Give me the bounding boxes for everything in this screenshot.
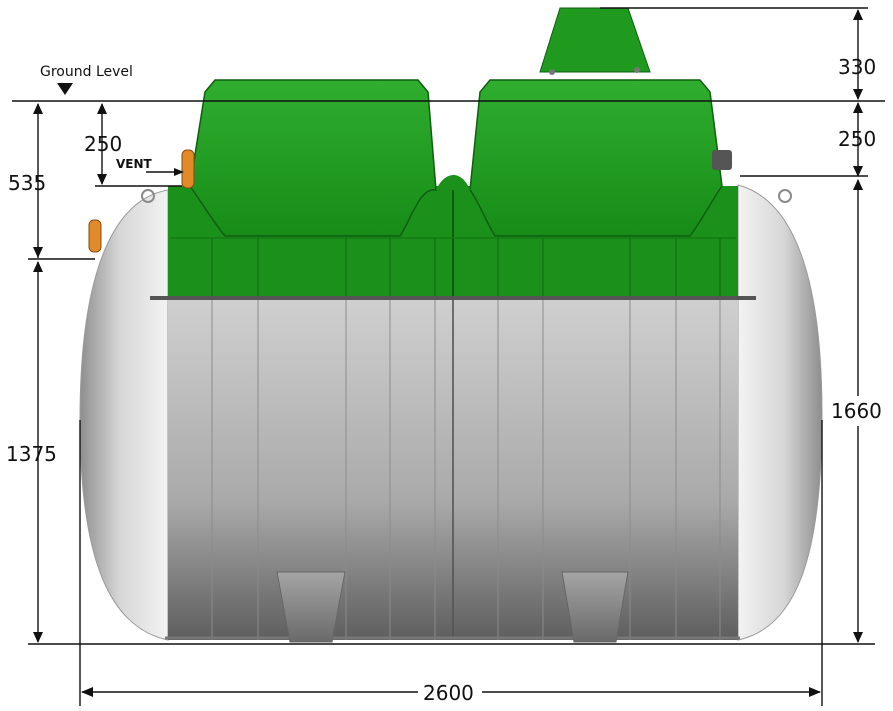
dim-250-left-arrow-bottom bbox=[97, 174, 107, 185]
dim-2600-arrow-right bbox=[809, 687, 821, 697]
dim-330-value: 330 bbox=[838, 55, 876, 79]
tank-right-end-cap bbox=[737, 184, 823, 641]
vent-label: VENT bbox=[116, 157, 153, 171]
dim-1660-arrow-top bbox=[853, 179, 863, 190]
dim-250-right-arrow-top bbox=[853, 102, 863, 113]
vent-pipe-upper-orange bbox=[181, 149, 195, 189]
down-triangle-icon bbox=[57, 83, 73, 95]
dim-250-right-arrow-bottom bbox=[853, 166, 863, 177]
dim-535-value: 535 bbox=[8, 171, 46, 195]
dim-250-right-value: 250 bbox=[838, 127, 876, 151]
dim-2600-label-bg bbox=[418, 681, 482, 705]
top-riser bbox=[539, 7, 651, 73]
turret-saddle bbox=[436, 175, 470, 190]
dim-1375-arrow-bottom bbox=[33, 632, 43, 643]
dim-1375-arrow-top bbox=[33, 261, 43, 272]
turret-left bbox=[189, 79, 437, 237]
riser-bolt bbox=[549, 69, 555, 75]
lid-ribs bbox=[211, 188, 721, 296]
ground-level-label: Ground Level bbox=[40, 64, 133, 80]
dim-2600-value: 2600 bbox=[423, 681, 474, 705]
outlet-pipe-right bbox=[712, 150, 732, 170]
turret-right bbox=[469, 79, 723, 237]
tank-body-ribs bbox=[211, 300, 721, 640]
dim-535-arrow-top bbox=[33, 103, 43, 114]
dim-2600-arrow-left bbox=[81, 687, 93, 697]
dim-1375-value: 1375 bbox=[6, 442, 57, 466]
dim-535-arrow-bottom bbox=[33, 247, 43, 258]
vent-pipe-left-orange bbox=[88, 219, 102, 253]
riser-bolt-2 bbox=[634, 67, 640, 73]
dim-1660-arrow-bottom bbox=[853, 632, 863, 643]
tank-left-end-cap bbox=[79, 189, 169, 641]
lifting-eye-left bbox=[141, 189, 155, 203]
dim-250-left-value: 250 bbox=[84, 132, 122, 156]
tank-foot-left bbox=[276, 571, 346, 643]
vent-arrow-head bbox=[174, 168, 184, 176]
dim-1660-label-bg bbox=[828, 396, 888, 426]
dim-1660-value: 1660 bbox=[831, 399, 882, 423]
tank-foot-right bbox=[561, 571, 629, 643]
dim-330-arrow-bottom bbox=[853, 89, 863, 100]
dim-250-left-arrow-top bbox=[97, 103, 107, 114]
dim-330-arrow-top bbox=[853, 9, 863, 20]
lifting-eye-right bbox=[778, 189, 792, 203]
